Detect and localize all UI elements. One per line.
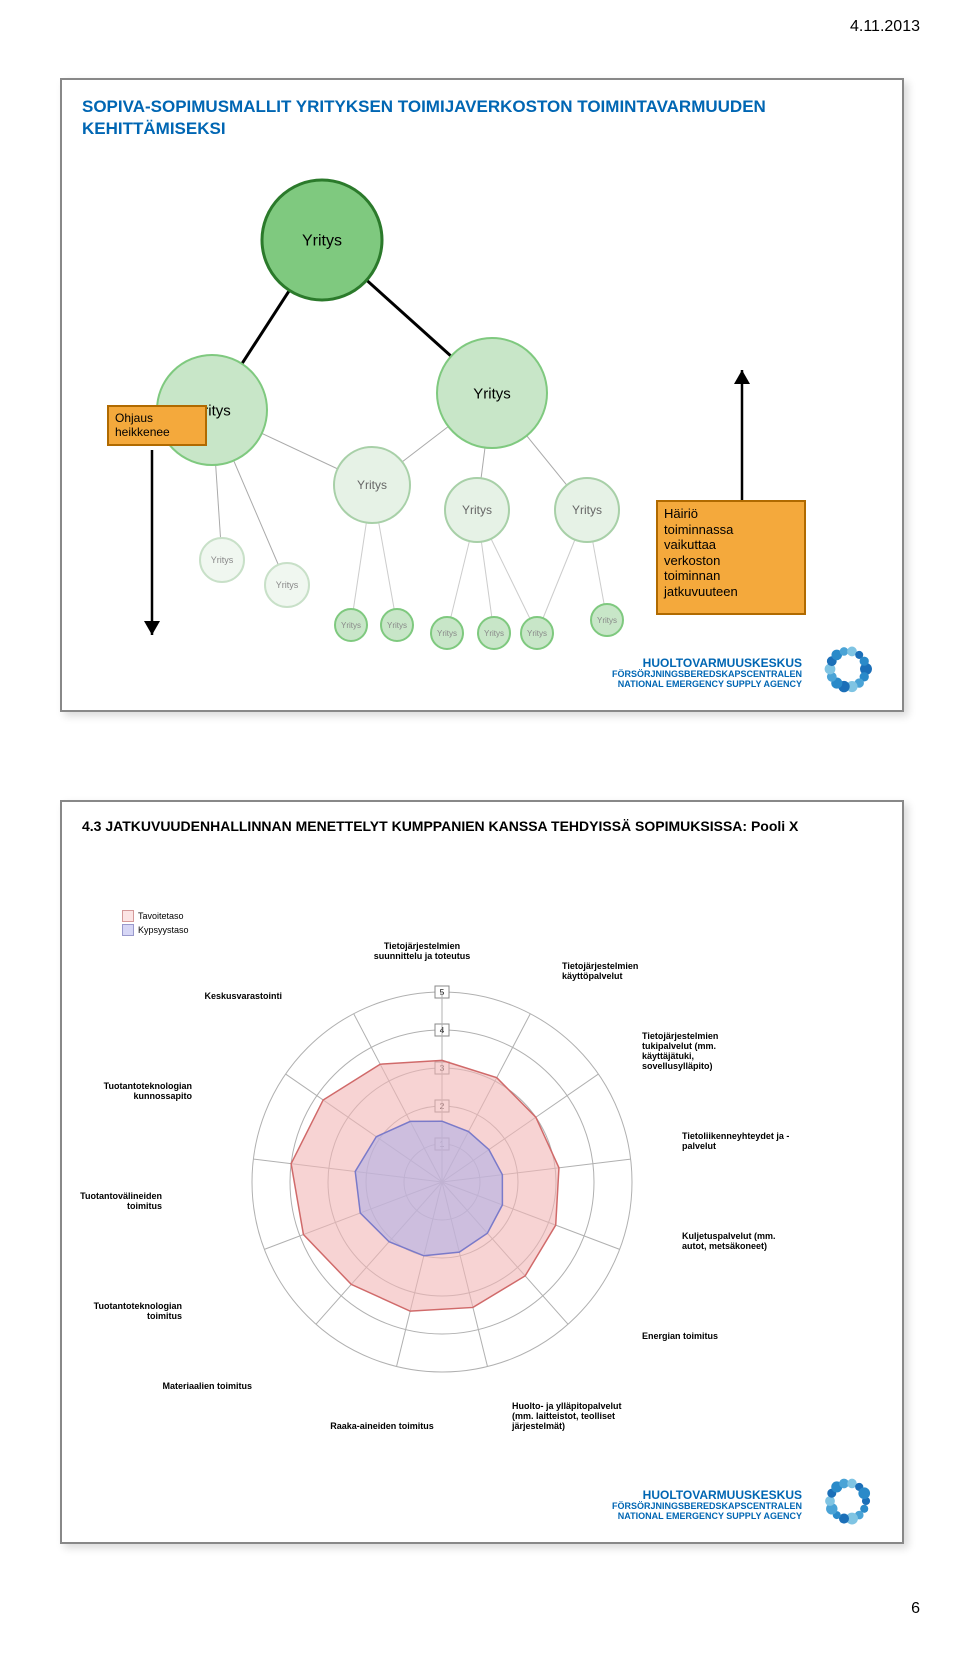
svg-text:Yritys: Yritys: [302, 233, 342, 250]
radar-axis-label: Tuotantovälineiden toimitus: [52, 1192, 162, 1212]
svg-text:Yritys: Yritys: [341, 621, 361, 630]
agency-footer: HUOLTOVARMUUSKESKUSFÖRSÖRJNINGSBEREDSKAP…: [612, 657, 802, 690]
radar-axis-label: Tietojärjestelmien käyttöpalvelut: [562, 962, 672, 982]
radar-axis-label: Tietoliikenneyhteydet ja -palvelut: [682, 1132, 792, 1152]
radar-axis-label: Huolto- ja ylläpitopalvelut (mm. laittei…: [512, 1402, 622, 1432]
radar-legend: Tavoitetaso Kypsyystaso: [122, 910, 189, 938]
svg-text:Yritys: Yritys: [276, 580, 299, 590]
radar-axis-label: Keskusvarastointi: [204, 992, 282, 1002]
panel-radar: 4.3 JATKUVUUDENHALLINNAN MENETTELYT KUMP…: [60, 800, 904, 1544]
legend-swatch: [122, 910, 134, 922]
network-node: Yritys: [265, 563, 309, 607]
radar-axis-label: Tuotantoteknologian kunnossapito: [82, 1082, 192, 1102]
radar-axis-label: Raaka-aineiden toimitus: [330, 1422, 434, 1432]
agency-footer: HUOLTOVARMUUSKESKUSFÖRSÖRJNINGSBEREDSKAP…: [612, 1489, 802, 1522]
radar-axis-label: Kuljetuspalvelut (mm. autot, metsäkoneet…: [682, 1232, 792, 1252]
network-node: Yritys: [591, 604, 623, 636]
panel1-title: SOPIVA-SOPIMUSMALLIT YRITYKSEN TOIMIJAVE…: [62, 80, 902, 148]
agency-icon: [818, 1476, 878, 1526]
radar-axis-label: Tuotantoteknologian toimitus: [72, 1302, 182, 1322]
network-node: Yritys: [555, 478, 619, 542]
network-node: Yritys: [437, 338, 547, 448]
legend-label: Kypsyystaso: [138, 925, 189, 935]
radar-axis-label: Energian toimitus: [642, 1332, 718, 1342]
svg-text:Yritys: Yritys: [484, 629, 504, 638]
network-node: Yritys: [334, 447, 410, 523]
radar-axis-label: Materiaalien toimitus: [162, 1382, 252, 1392]
page-date: 4.11.2013: [850, 18, 920, 36]
svg-text:Yritys: Yritys: [462, 503, 492, 517]
network-node: Yritys: [262, 180, 382, 300]
svg-text:Yritys: Yritys: [572, 503, 602, 517]
network-node: Yritys: [200, 538, 244, 582]
network-node: Yritys: [478, 617, 510, 649]
radar-axis-label: Tietojärjestelmien tukipalvelut (mm. käy…: [642, 1032, 752, 1072]
radar-axis-label: Tietojärjestelmien suunnittelu ja toteut…: [367, 942, 477, 962]
svg-text:Yritys: Yritys: [597, 616, 617, 625]
panel-network: SOPIVA-SOPIMUSMALLIT YRITYKSEN TOIMIJAVE…: [60, 78, 904, 712]
callout-box: Ohjausheikkenee: [107, 405, 207, 446]
svg-text:Yritys: Yritys: [527, 629, 547, 638]
network-node: Yritys: [521, 617, 553, 649]
legend-label: Tavoitetaso: [138, 911, 184, 921]
agency-icon: [818, 644, 878, 694]
legend-swatch: [122, 924, 134, 936]
network-node: Yritys: [381, 609, 413, 641]
callout-box: Häiriötoiminnassavaikuttaaverkostontoimi…: [656, 500, 806, 615]
svg-text:Yritys: Yritys: [211, 555, 234, 565]
network-node: Yritys: [335, 609, 367, 641]
svg-text:Yritys: Yritys: [473, 385, 511, 402]
svg-text:Yritys: Yritys: [437, 629, 457, 638]
network-node: Yritys: [445, 478, 509, 542]
svg-text:Yritys: Yritys: [387, 621, 407, 630]
network-node: Yritys: [431, 617, 463, 649]
page-number: 6: [911, 1600, 920, 1618]
svg-text:Yritys: Yritys: [357, 478, 387, 492]
